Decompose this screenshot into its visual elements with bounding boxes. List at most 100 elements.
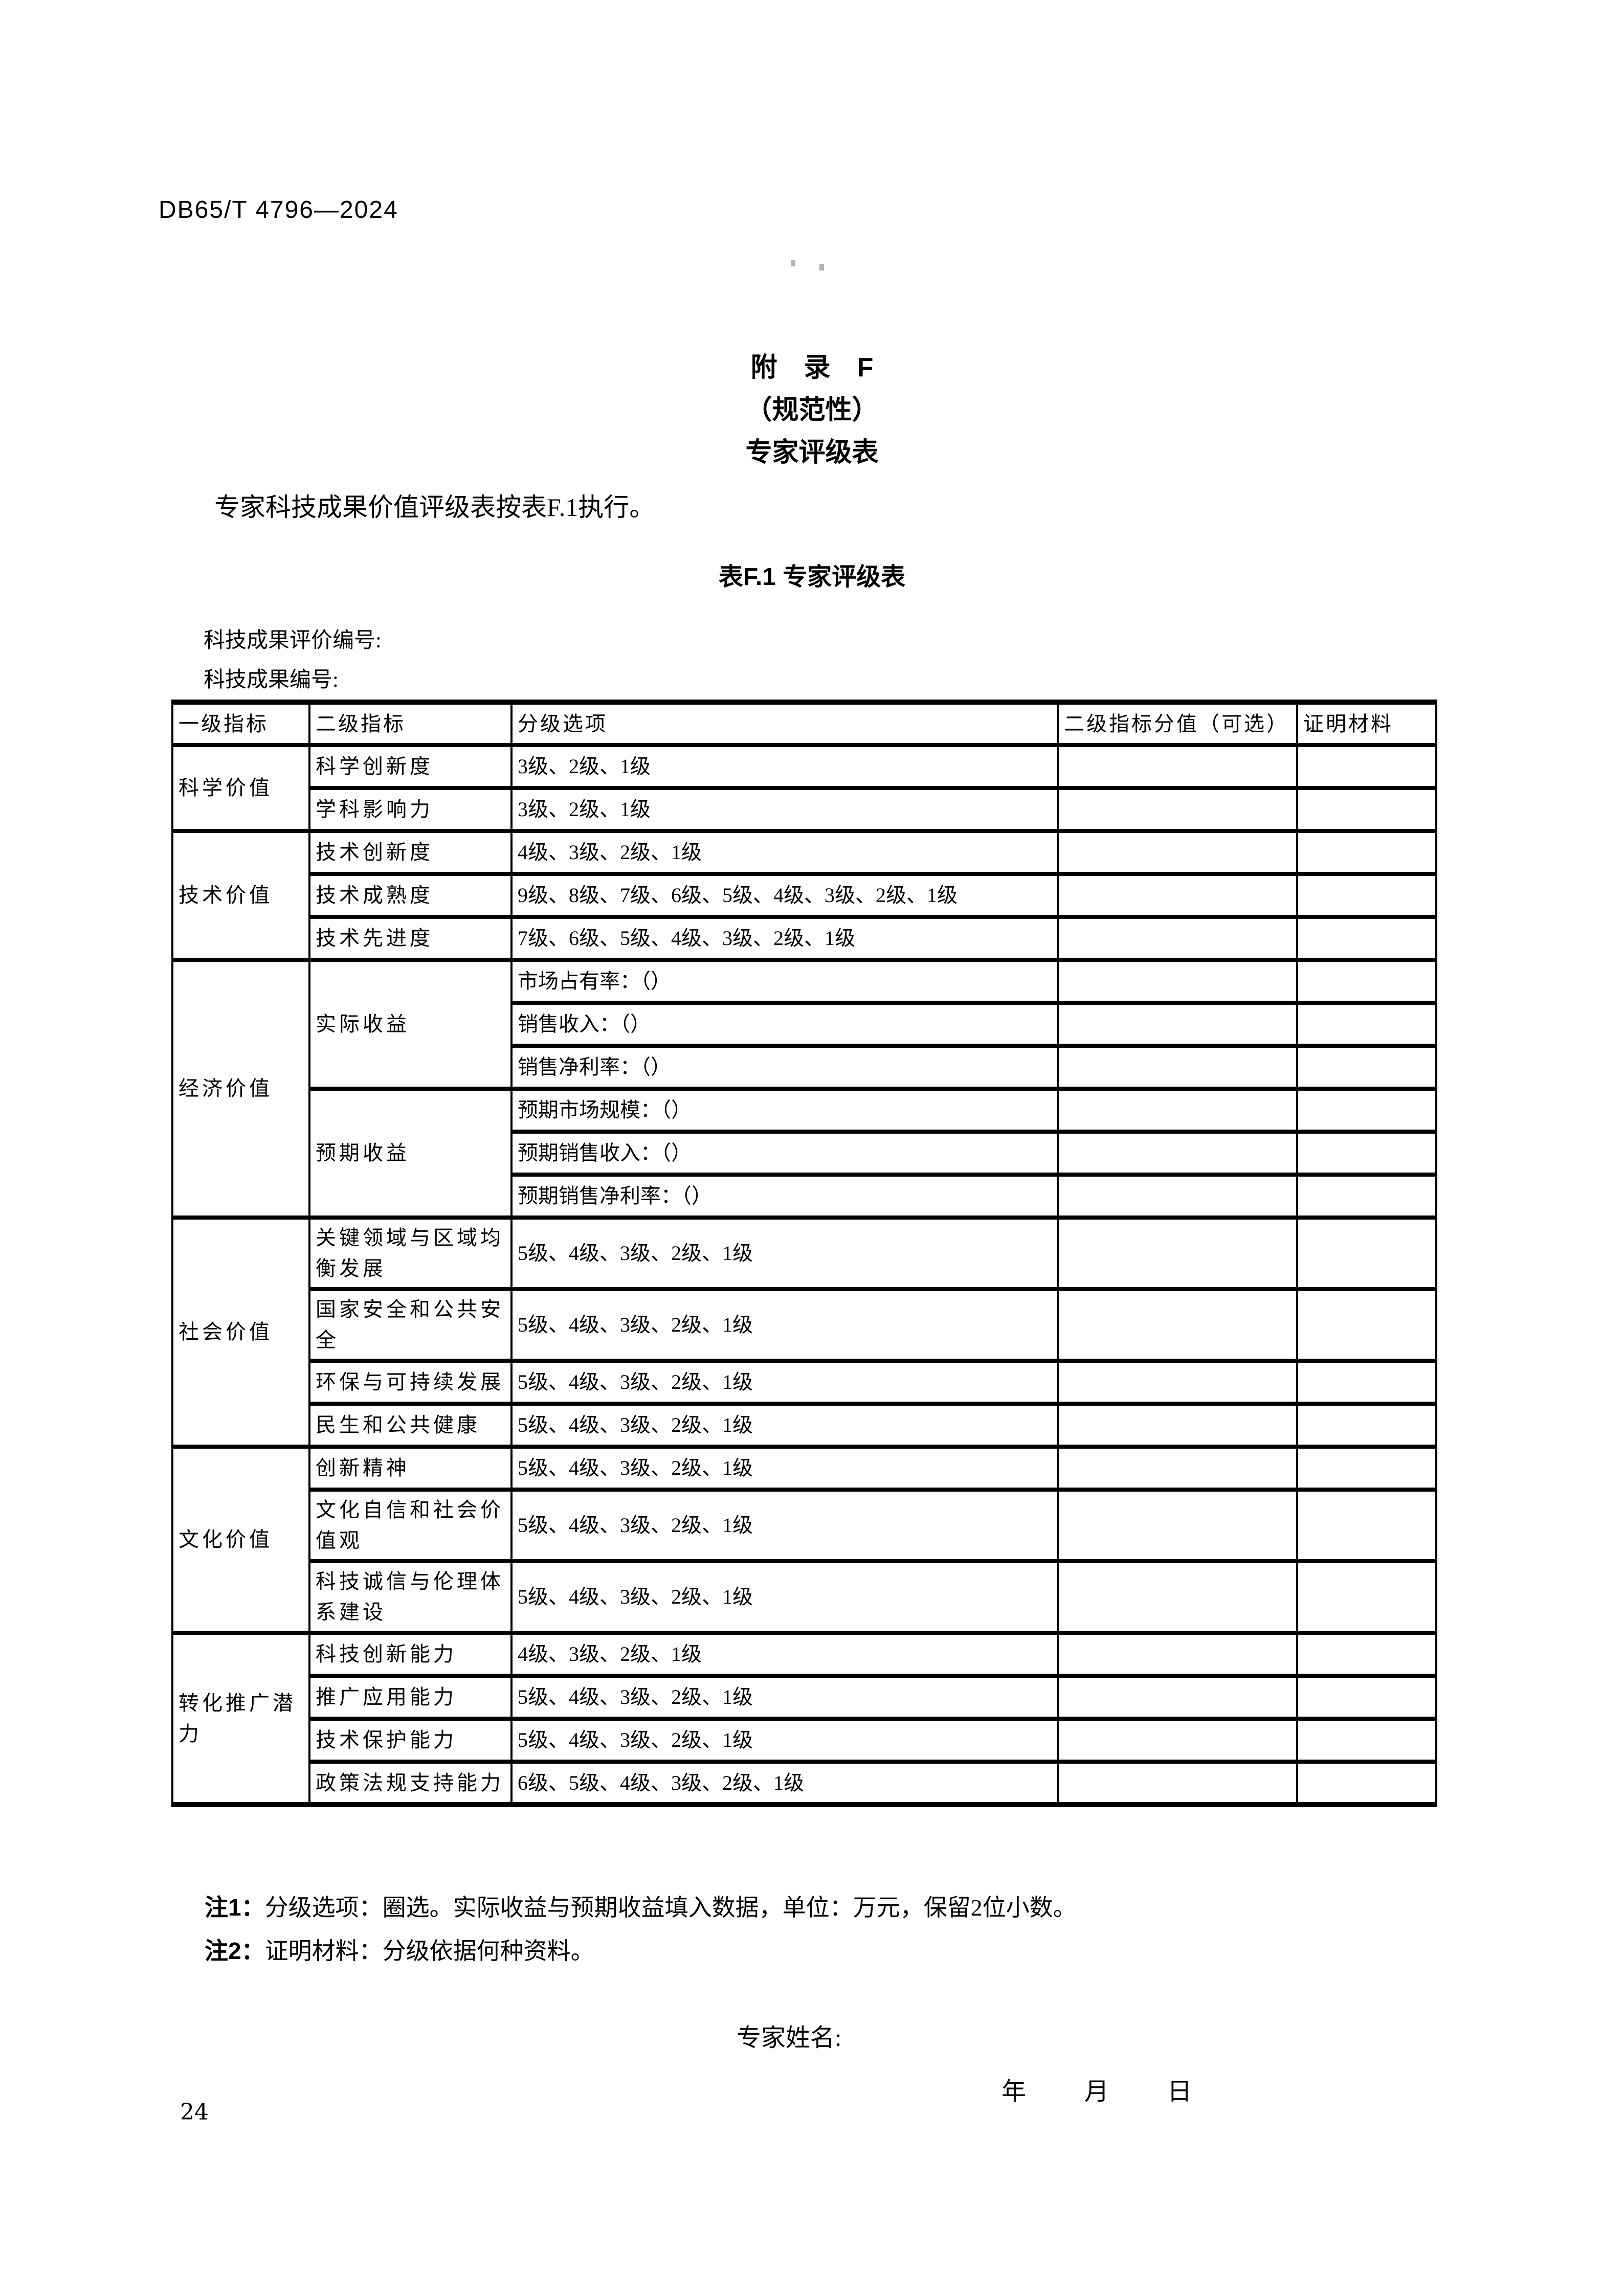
- proof-cell: [1296, 786, 1437, 833]
- table-row: 经济价值 实际收益 市场占有率：（）: [171, 958, 1437, 1220]
- level1-cell: 文化价值: [171, 1445, 310, 1635]
- score-cell: [1057, 1087, 1298, 1134]
- level2-cell: 关键领域与区域均衡发展: [308, 1215, 513, 1291]
- options-cell: 预期销售收入：（）: [510, 1130, 1059, 1177]
- col-header-level2: 二级指标: [308, 700, 513, 747]
- options-cell: 3级、2级、1级: [510, 743, 1059, 790]
- level2-cell: 科学创新度: [308, 743, 513, 790]
- options-cell: 5级、4级、3级、2级、1级: [510, 1359, 1059, 1406]
- standard-code: DB65/T 4796—2024: [159, 196, 398, 223]
- level2-cell: 技术保护能力: [308, 1717, 513, 1764]
- note-2: 注2：证明材料：分级依据何种资料。: [205, 1938, 1458, 1964]
- appendix-title-block: 附 录 F （规范性） 专家评级表: [0, 347, 1624, 474]
- proof-cell: [1296, 829, 1437, 876]
- proof-cell: [1296, 1402, 1437, 1449]
- options-cell: 4级、3级、2级、1级: [510, 829, 1059, 876]
- level2-cell: 预期收益: [308, 1087, 513, 1220]
- options-cell: 市场占有率：（）: [510, 958, 1059, 1005]
- col-header-options: 分级选项: [510, 700, 1059, 747]
- header-row: 一级指标 二级指标 分级选项 二级指标分值（可选） 证明材料: [171, 700, 1437, 747]
- options-cell: 5级、4级、3级、2级、1级: [510, 1445, 1059, 1492]
- table-row: 销售收入：（）: [172, 1001, 1437, 1048]
- date-line: 年 月 日: [1002, 2078, 1195, 2105]
- score-cell: [1057, 743, 1298, 790]
- table-row: 民生和公共健康 5级、4级、3级、2级、1级: [172, 1402, 1437, 1449]
- table-notes: 注1：分级选项：圈选。实际收益与预期收益填入数据，单位：万元，保留2位小数。 注…: [205, 1895, 1458, 1982]
- level1-cell: 社会价值: [171, 1215, 310, 1449]
- score-cell: [1057, 872, 1298, 919]
- table-row: 预期销售收入：（）: [172, 1130, 1437, 1177]
- note-1: 注1：分级选项：圈选。实际收益与预期收益填入数据，单位：万元，保留2位小数。: [205, 1895, 1458, 1921]
- level2-cell: 国家安全和公共安全: [308, 1287, 513, 1363]
- proof-cell: [1296, 1717, 1437, 1764]
- table-row: 科学价值 科学创新度 3级、2级、1级: [171, 743, 1437, 833]
- options-cell: 5级、4级、3级、2级、1级: [510, 1287, 1059, 1363]
- options-cell: 预期销售净利率：（）: [510, 1173, 1059, 1220]
- table-row: 科技诚信与伦理体系建设 5级、4级、3级、2级、1级: [172, 1559, 1437, 1635]
- score-cell: [1057, 1674, 1298, 1721]
- options-cell: 5级、4级、3级、2级、1级: [510, 1215, 1059, 1291]
- table-row: 文化自信和社会价值观 5级、4级、3级、2级、1级: [172, 1488, 1437, 1563]
- score-cell: [1057, 1402, 1298, 1449]
- table-row: 国家安全和公共安全 5级、4级、3级、2级、1级: [172, 1287, 1437, 1363]
- proof-cell: [1296, 1760, 1437, 1807]
- level2-cell: 实际收益: [308, 958, 513, 1091]
- score-cell: [1057, 1130, 1298, 1177]
- table-row: 预期收益 预期市场规模：（）: [172, 1087, 1437, 1220]
- score-cell: [1057, 1001, 1298, 1048]
- proof-cell: [1296, 1359, 1437, 1406]
- appendix-title: 附 录 F: [750, 353, 874, 382]
- table-row: 技术先进度 7级、6级、5级、4级、3级、2级、1级: [172, 915, 1437, 962]
- col-header-proof: 证明材料: [1296, 700, 1437, 747]
- options-cell: 预期市场规模：（）: [510, 1087, 1059, 1134]
- options-cell: 6级、5级、4级、3级、2级、1级: [510, 1760, 1059, 1807]
- level2-cell: 推广应用能力: [308, 1674, 513, 1721]
- table-row: 推广应用能力 5级、4级、3级、2级、1级: [172, 1674, 1437, 1721]
- proof-cell: [1296, 958, 1437, 1005]
- level2-cell: 环保与可持续发展: [308, 1359, 513, 1406]
- score-cell: [1057, 1760, 1298, 1807]
- level1-cell: 转化推广潜力: [171, 1631, 310, 1807]
- proof-cell: [1296, 1173, 1437, 1220]
- level2-cell: 科技创新能力: [308, 1631, 513, 1678]
- table-row: 技术价值 技术创新度 4级、3级、2级、1级: [171, 829, 1437, 962]
- table-row: 技术成熟度 9级、8级、7级、6级、5级、4级、3级、2级、1级: [172, 872, 1437, 919]
- table-row: 销售净利率：（）: [172, 1044, 1437, 1091]
- level1-cell: 经济价值: [171, 958, 310, 1220]
- scan-artifact: [819, 264, 824, 271]
- level2-cell: 技术创新度: [308, 829, 513, 876]
- score-cell: [1057, 1173, 1298, 1220]
- expert-rating-table: 一级指标 二级指标 分级选项 二级指标分值（可选） 证明材料 科学价值 科学创新…: [171, 700, 1437, 1807]
- scan-artifact: [791, 260, 795, 266]
- table-row: 技术保护能力 5级、4级、3级、2级、1级: [172, 1717, 1437, 1764]
- table-row: 预期销售净利率：（）: [172, 1173, 1437, 1220]
- note-1-text: 分级选项：圈选。实际收益与预期收益填入数据，单位：万元，保留2位小数。: [264, 1895, 1077, 1921]
- eval-number-label: 科技成果评价编号:: [204, 629, 382, 652]
- score-cell: [1057, 1445, 1298, 1492]
- col-header-score: 二级指标分值（可选）: [1057, 700, 1298, 747]
- score-cell: [1057, 1215, 1298, 1291]
- proof-cell: [1296, 1559, 1437, 1635]
- proof-cell: [1296, 1087, 1437, 1134]
- options-cell: 销售净利率：（）: [510, 1044, 1059, 1091]
- options-cell: 9级、8级、7级、6级、5级、4级、3级、2级、1级: [510, 872, 1059, 919]
- options-cell: 5级、4级、3级、2级、1级: [510, 1674, 1059, 1721]
- col-header-level1: 一级指标: [171, 700, 310, 747]
- proof-cell: [1296, 915, 1437, 962]
- score-cell: [1057, 958, 1298, 1005]
- table-caption: 表F.1 专家评级表: [718, 564, 906, 591]
- proof-cell: [1296, 1001, 1437, 1048]
- level2-cell: 科技诚信与伦理体系建设: [308, 1559, 513, 1635]
- level2-cell: 政策法规支持能力: [308, 1760, 513, 1807]
- page-number: 24: [180, 2099, 209, 2125]
- note-1-label: 注1：: [205, 1894, 265, 1921]
- score-cell: [1057, 1287, 1298, 1363]
- level1-cell: 技术价值: [171, 829, 310, 962]
- score-cell: [1057, 915, 1298, 962]
- score-cell: [1057, 1717, 1298, 1764]
- appendix-subtitle: （规范性）: [745, 395, 879, 425]
- table-row: 社会价值 关键领域与区域均衡发展 5级、4级、3级、2级、1级: [171, 1215, 1437, 1449]
- proof-cell: [1296, 1287, 1437, 1363]
- score-cell: [1057, 829, 1298, 876]
